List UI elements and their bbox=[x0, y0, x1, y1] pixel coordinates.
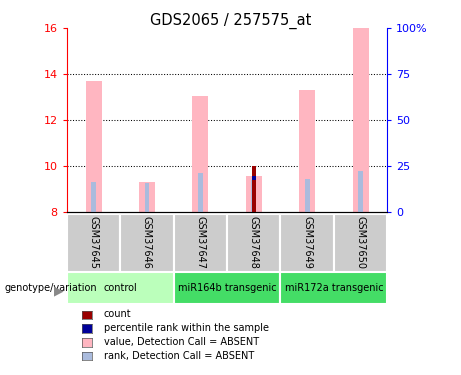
Bar bbox=[252, 166, 255, 212]
Bar bbox=[358, 171, 363, 212]
Text: genotype/variation: genotype/variation bbox=[5, 283, 97, 293]
Bar bbox=[192, 96, 208, 212]
Bar bbox=[334, 214, 387, 272]
Text: miR172a transgenic: miR172a transgenic bbox=[284, 283, 383, 293]
Bar bbox=[174, 214, 227, 272]
Bar bbox=[198, 173, 203, 212]
Text: GSM37645: GSM37645 bbox=[89, 216, 99, 269]
Bar bbox=[280, 214, 334, 272]
Text: percentile rank within the sample: percentile rank within the sample bbox=[104, 323, 269, 333]
Text: GSM37647: GSM37647 bbox=[195, 216, 205, 269]
Text: control: control bbox=[103, 283, 137, 293]
Bar bbox=[145, 183, 149, 212]
Bar bbox=[251, 180, 256, 212]
Text: value, Detection Call = ABSENT: value, Detection Call = ABSENT bbox=[104, 337, 259, 347]
Bar bbox=[67, 214, 120, 272]
Text: GSM37650: GSM37650 bbox=[355, 216, 366, 269]
Text: miR164b transgenic: miR164b transgenic bbox=[178, 283, 276, 293]
Bar bbox=[280, 272, 387, 304]
Text: count: count bbox=[104, 309, 131, 319]
Bar bbox=[252, 176, 255, 180]
Bar bbox=[120, 214, 174, 272]
Bar bbox=[91, 182, 96, 212]
Bar bbox=[299, 90, 315, 212]
Bar bbox=[246, 176, 262, 212]
Bar bbox=[353, 28, 368, 212]
Text: GSM37646: GSM37646 bbox=[142, 216, 152, 269]
Bar bbox=[86, 81, 101, 212]
Text: GSM37648: GSM37648 bbox=[249, 216, 259, 269]
Bar bbox=[67, 272, 174, 304]
Text: rank, Detection Call = ABSENT: rank, Detection Call = ABSENT bbox=[104, 351, 254, 361]
Bar bbox=[174, 272, 280, 304]
Bar bbox=[227, 214, 280, 272]
Text: ▶: ▶ bbox=[54, 284, 63, 297]
Bar bbox=[139, 182, 155, 212]
Text: GDS2065 / 257575_at: GDS2065 / 257575_at bbox=[150, 13, 311, 29]
Text: GSM37649: GSM37649 bbox=[302, 216, 312, 269]
Bar bbox=[305, 178, 309, 212]
